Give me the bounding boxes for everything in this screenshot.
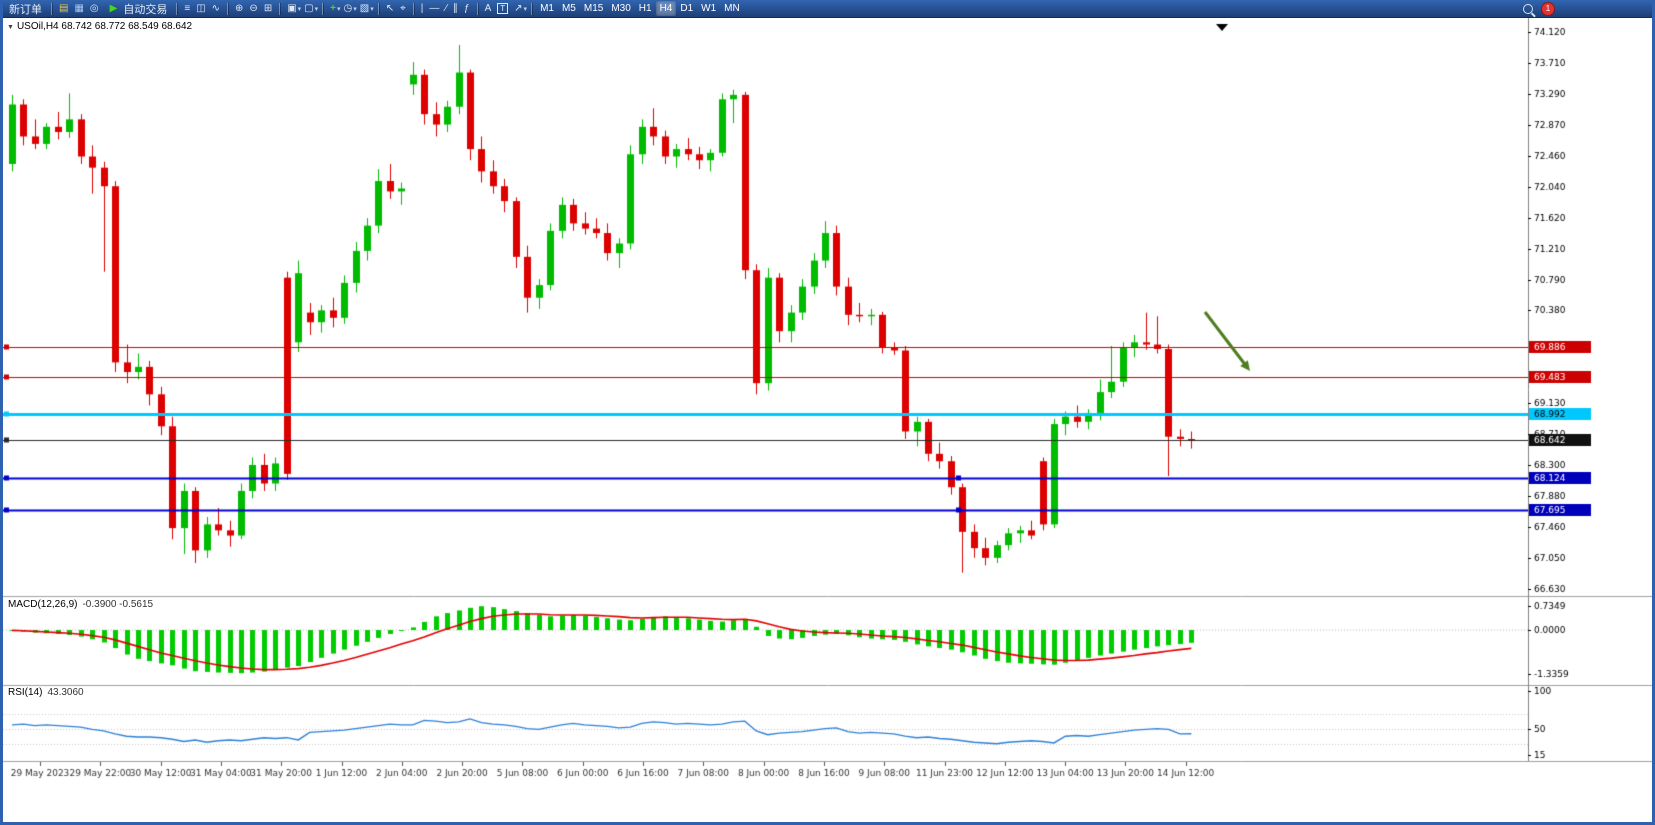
toolbar-separator — [279, 2, 281, 15]
terminal-icon[interactable]: ▤ — [59, 2, 69, 14]
zoom-in-icon[interactable]: ⊕ — [235, 2, 244, 14]
macd-label: MACD(12,26,9) -0.3900 -0.5615 — [8, 599, 153, 610]
chart-title: ▼ USOil,H4 68.742 68.772 68.549 68.642 — [7, 21, 192, 32]
tile-windows-icon[interactable]: ⊞ — [263, 2, 273, 14]
arrows-tool-icon[interactable]: ↗ — [514, 2, 523, 14]
symbol-ohlc-label: USOil,H4 68.742 68.772 68.549 68.642 — [16, 21, 193, 32]
rsi-name: RSI(14) — [8, 687, 43, 698]
toolbar-separator — [476, 2, 478, 15]
chevron-down-icon[interactable]: ▾ — [523, 5, 528, 13]
candlestick-chart-icon[interactable]: ◫ — [196, 2, 206, 14]
toolbar-separator — [412, 2, 414, 15]
timeframe-h4-button[interactable]: H4 — [655, 1, 677, 16]
trendline-icon[interactable]: ∕ — [445, 2, 448, 14]
toolbar-separator — [377, 2, 379, 15]
timeframe-w1-button[interactable]: W1 — [697, 1, 720, 16]
toolbar-separator — [176, 2, 178, 15]
timeframe-m30-button[interactable]: M30 — [607, 1, 634, 16]
timeframe-h1-button[interactable]: H1 — [635, 1, 656, 16]
period-clock-icon[interactable]: ◷ — [343, 2, 353, 14]
bar-chart-icon[interactable]: ≡ — [184, 2, 191, 14]
crosshair-icon[interactable]: ⌖ — [400, 2, 406, 14]
chevron-down-icon[interactable]: ▾ — [370, 5, 374, 13]
zoom-out-icon[interactable]: ⊖ — [249, 2, 258, 14]
timeframe-m5-button[interactable]: M5 — [558, 1, 580, 16]
toolbar: 新订单 ▤ ▦ ◎ ▶ 自动交易 ≡ ◫ ∿ ⊕ ⊖ ⊞ ▣ ▾ ▢ ▾ + ▾ ◷ ▾… — [0, 0, 1655, 18]
play-icon: ▶ — [109, 2, 118, 14]
text-label-icon[interactable]: T — [497, 3, 509, 14]
text-tool-icon[interactable]: A — [484, 2, 492, 14]
macd-name: MACD(12,26,9) — [8, 599, 78, 610]
toolbar-separator — [531, 2, 533, 15]
toolbar-separator — [51, 2, 52, 15]
cursor-icon[interactable]: ↖ — [385, 2, 395, 14]
toolbar-separator — [322, 2, 324, 15]
chart-template-icon[interactable]: ▧ — [359, 2, 370, 14]
one-click-expander-icon[interactable]: ▼ — [7, 24, 14, 31]
timeframe-d1-button[interactable]: D1 — [676, 1, 697, 16]
chart-canvas[interactable] — [0, 18, 1655, 825]
fibonacci-icon[interactable]: ƒ — [464, 2, 470, 14]
rsi-label: RSI(14) 43.3060 — [8, 687, 84, 698]
cascade-windows-icon[interactable]: ▢ — [304, 2, 314, 14]
timeframe-mn-button[interactable]: MN — [720, 1, 744, 16]
chevron-down-icon[interactable]: ▾ — [353, 5, 357, 13]
macd-values: -0.3900 -0.5615 — [82, 599, 154, 610]
timeframe-m1-button[interactable]: M1 — [536, 1, 558, 16]
new-order-button[interactable]: 新订单 — [4, 1, 47, 17]
notification-badge[interactable]: 1 — [1541, 1, 1555, 16]
toolbar-separator — [227, 2, 229, 15]
horizontal-line-icon[interactable]: — — [429, 2, 440, 14]
rsi-value: 43.3060 — [47, 687, 84, 698]
autotrade-label: 自动交易 — [123, 3, 168, 16]
line-chart-icon[interactable]: ∿ — [211, 2, 221, 14]
channel-icon[interactable]: ∥ — [453, 2, 459, 14]
search-icon[interactable] — [1523, 3, 1533, 14]
vertical-line-icon[interactable]: | — [420, 2, 424, 14]
arrange-charts-icon[interactable]: ▣ — [287, 2, 297, 14]
autotrade-button[interactable]: ▶ 自动交易 — [102, 1, 173, 17]
charts-window-icon[interactable]: ▦ — [74, 2, 84, 14]
navigator-icon[interactable]: ◎ — [89, 2, 99, 14]
chevron-down-icon[interactable]: ▾ — [336, 5, 341, 13]
timeframe-m15-button[interactable]: M15 — [580, 1, 607, 16]
chevron-down-icon[interactable]: ▾ — [297, 5, 302, 13]
chevron-down-icon[interactable]: ▾ — [314, 5, 319, 13]
add-indicator-icon[interactable]: + — [330, 2, 336, 14]
